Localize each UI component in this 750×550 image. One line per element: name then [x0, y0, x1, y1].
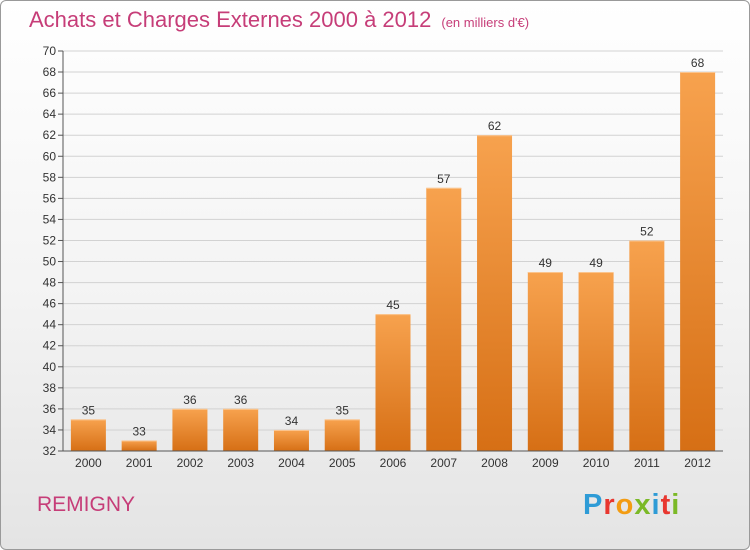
y-tick-label: 44 [43, 318, 57, 332]
bar [477, 135, 513, 452]
bar [629, 240, 665, 451]
y-tick-label: 70 [43, 44, 57, 58]
x-tick-label: 2012 [684, 456, 711, 470]
y-tick-label: 66 [43, 86, 57, 100]
value-label: 57 [437, 172, 451, 186]
value-label: 35 [336, 403, 350, 417]
x-tick-label: 2001 [126, 456, 153, 470]
x-tick-label: 2006 [380, 456, 407, 470]
bar [70, 419, 106, 451]
y-tick-label: 60 [43, 149, 57, 163]
logo-letter: x [634, 489, 652, 521]
y-tick-label: 64 [43, 107, 57, 121]
y-tick-label: 48 [43, 276, 57, 290]
value-label: 33 [132, 424, 146, 438]
chart-title: Achats et Charges Externes 2000 à 2012 (e… [29, 7, 529, 33]
bar [680, 72, 716, 451]
bar [172, 408, 208, 451]
y-tick-label: 36 [43, 402, 57, 416]
y-tick-label: 56 [43, 191, 57, 205]
proxiti-logo[interactable]: Proxiti [583, 489, 680, 522]
bar [223, 408, 259, 451]
y-tick-label: 50 [43, 255, 57, 269]
value-label: 35 [82, 403, 96, 417]
y-tick-label: 62 [43, 128, 57, 142]
x-tick-label: 2011 [634, 456, 660, 470]
x-tick-label: 2004 [278, 456, 305, 470]
bar [578, 272, 614, 451]
y-tick-label: 38 [43, 381, 57, 395]
y-tick-label: 40 [43, 360, 57, 374]
value-label: 36 [234, 393, 248, 407]
x-tick-label: 2000 [75, 456, 102, 470]
bar [121, 440, 157, 451]
y-tick-label: 68 [43, 65, 57, 79]
logo-letter: P [583, 489, 604, 521]
y-tick-label: 46 [43, 297, 57, 311]
value-label: 62 [488, 119, 502, 133]
x-tick-label: 2007 [430, 456, 457, 470]
axes [62, 51, 723, 452]
chart-unit: (en milliers d'€) [441, 15, 530, 30]
value-label: 34 [285, 414, 299, 428]
x-tick-label: 2002 [177, 456, 204, 470]
y-tick-label: 34 [43, 423, 57, 437]
value-label: 45 [386, 298, 400, 312]
value-label: 49 [539, 256, 553, 270]
bar [375, 314, 411, 451]
value-label: 52 [640, 224, 654, 238]
x-tick-label: 2005 [329, 456, 356, 470]
y-tick-label: 52 [43, 233, 57, 247]
bars [70, 72, 716, 452]
logo-letter: t [660, 489, 672, 521]
bar [527, 272, 563, 451]
bar [273, 429, 309, 451]
logo-letter: r [603, 489, 616, 521]
value-label: 36 [183, 393, 197, 407]
value-label: 68 [691, 56, 705, 70]
commune-name: REMIGNY [37, 493, 136, 516]
logo-letter: i [671, 489, 681, 521]
x-tick-label: 2009 [532, 456, 559, 470]
value-label: 49 [589, 256, 603, 270]
x-tick-label: 2003 [227, 456, 254, 470]
bar [426, 187, 462, 451]
y-tick-label: 32 [43, 444, 57, 458]
y-tick-label: 42 [43, 339, 57, 353]
value-labels: 35 33 36 36 34 35 45 57 62 49 49 52 68 [82, 56, 705, 438]
x-tick-label: 2010 [583, 456, 610, 470]
y-tick-labels: 32 34 36 38 40 42 44 46 48 50 52 54 56 58 60 62 64 66 68 70 [43, 44, 63, 458]
x-tick-label: 2008 [481, 456, 508, 470]
y-tick-label: 58 [43, 170, 57, 184]
logo-letter: o [615, 489, 635, 521]
bar [324, 419, 360, 451]
logo-letter: i [651, 489, 661, 521]
chart-title-text: Achats et Charges Externes 2000 à 2012 [29, 7, 432, 32]
y-tick-label: 54 [43, 212, 57, 226]
x-tick-labels: 2000 2001 2002 2003 2004 2005 2006 2007 2008 2009… [75, 456, 711, 470]
